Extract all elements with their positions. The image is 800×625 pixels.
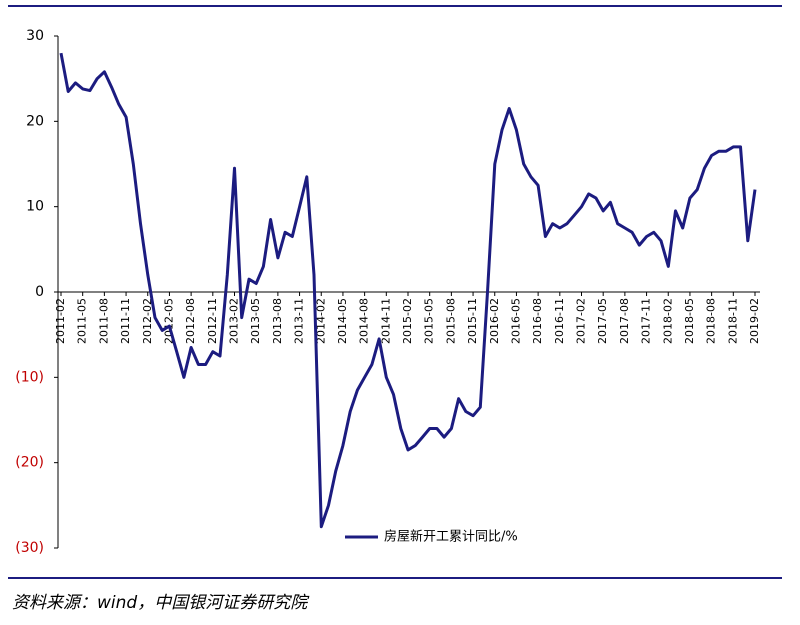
x-tick-label: 2017-08	[618, 298, 631, 344]
x-tick-label: 2018-11	[726, 298, 739, 344]
y-tick-label: (10)	[15, 369, 44, 385]
x-tick-label: 2019-02	[748, 298, 761, 344]
x-tick-label: 2015-05	[423, 298, 436, 344]
x-tick-label: 2011-02	[54, 298, 67, 344]
x-tick-label: 2015-08	[444, 298, 457, 344]
x-tick-label: 2014-02	[314, 298, 327, 344]
x-tick-label: 2011-08	[97, 298, 110, 344]
x-tick-label: 2018-05	[683, 298, 696, 344]
x-tick-label: 2011-05	[76, 298, 89, 344]
x-tick-label: 2013-11	[293, 298, 306, 344]
x-tick-label: 2012-02	[141, 298, 154, 344]
x-tick-label: 2017-11	[640, 298, 653, 344]
x-tick-label: 2018-02	[661, 298, 674, 344]
y-tick-label: 10	[26, 199, 44, 215]
y-tick-label: (30)	[15, 540, 44, 556]
x-tick-label: 2017-02	[575, 298, 588, 344]
x-tick-label: 2012-11	[206, 298, 219, 344]
x-tick-label: 2016-05	[509, 298, 522, 344]
x-tick-label: 2014-11	[379, 298, 392, 344]
series-line	[59, 52, 757, 529]
y-tick-label: (20)	[15, 455, 44, 471]
x-tick-label: 2011-11	[119, 298, 132, 344]
y-tick-label: 30	[26, 28, 44, 44]
x-tick-label: 2014-08	[358, 298, 371, 344]
legend-label: 房屋新开工累计同比/%	[384, 529, 518, 545]
x-tick-label: 2013-02	[228, 298, 241, 344]
x-tick-label: 2014-05	[336, 298, 349, 344]
x-tick-label: 2016-11	[553, 298, 566, 344]
x-tick-label: 2015-11	[466, 298, 479, 344]
y-tick-label: 0	[35, 284, 44, 300]
x-tick-label: 2016-02	[488, 298, 501, 344]
x-tick-label: 2012-08	[184, 298, 197, 344]
x-tick-label: 2016-08	[531, 298, 544, 344]
x-tick-label: 2013-08	[271, 298, 284, 344]
source-note: 资料来源：wind，中国银河证券研究院	[12, 593, 310, 613]
y-tick-label: 20	[26, 113, 44, 129]
x-tick-label: 2018-08	[705, 298, 718, 344]
x-tick-label: 2013-05	[249, 298, 262, 344]
x-tick-label: 2015-02	[401, 298, 414, 344]
x-tick-label: 2017-05	[596, 298, 609, 344]
